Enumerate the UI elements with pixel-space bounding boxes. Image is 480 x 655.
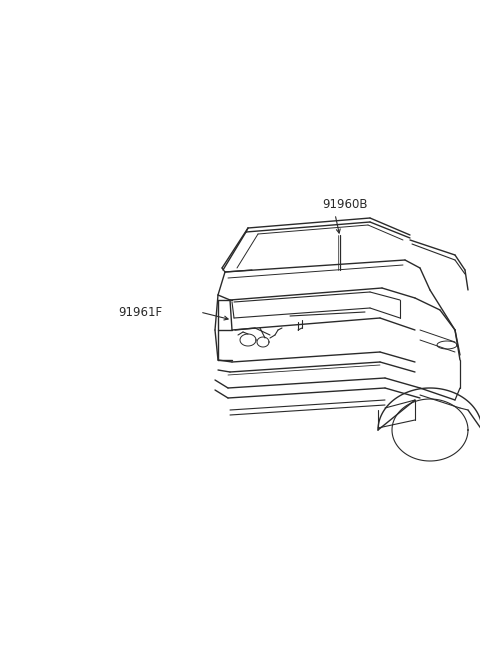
Text: 91961F: 91961F <box>118 305 162 318</box>
Text: 91960B: 91960B <box>322 198 368 212</box>
